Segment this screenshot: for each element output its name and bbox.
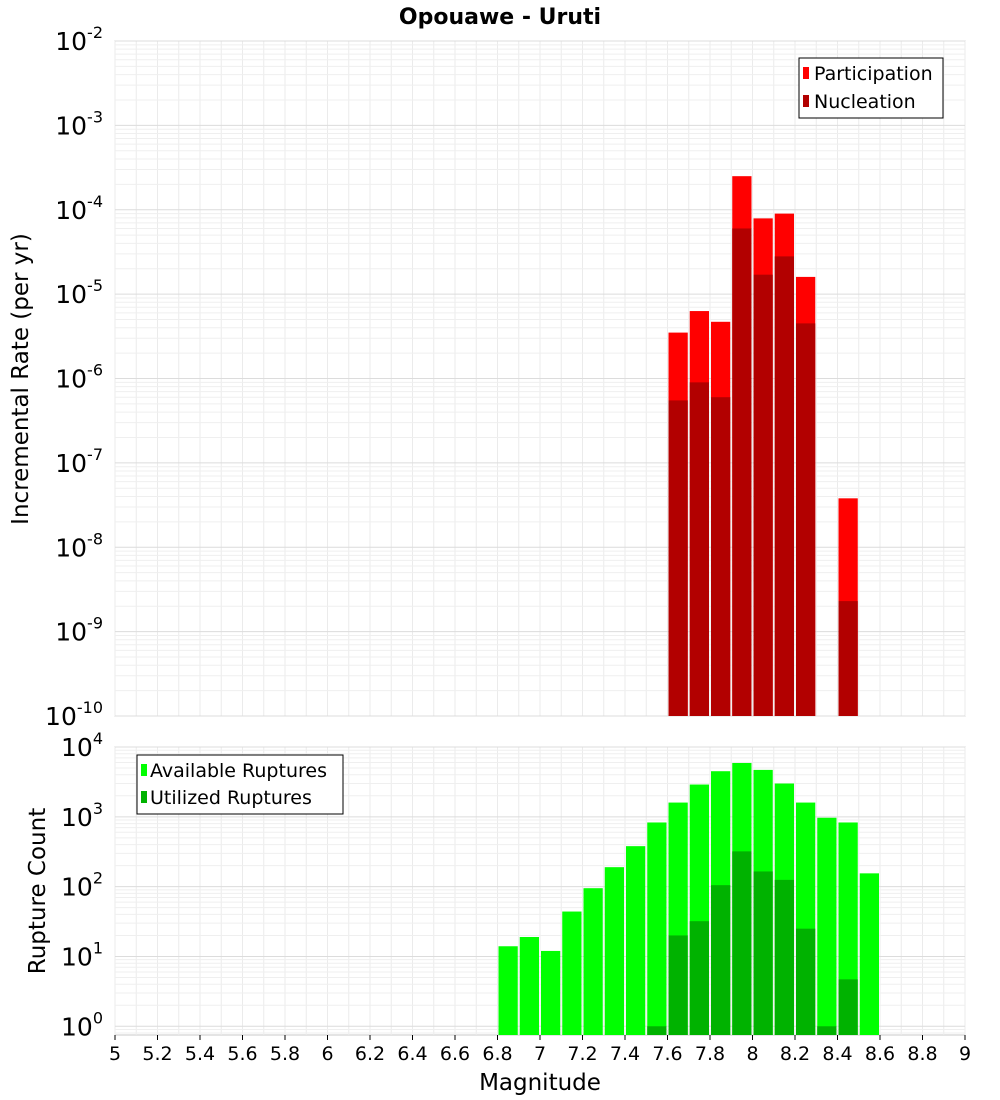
count-bar-available-ruptures <box>498 946 518 1035</box>
x-tick-label: 5.4 <box>185 1043 215 1065</box>
rate-y-tick-label: 10-7 <box>55 445 103 478</box>
x-tick-label: 6 <box>321 1043 333 1065</box>
count-bar-utilized-ruptures <box>817 1026 837 1035</box>
x-tick-label: 7.2 <box>567 1043 597 1065</box>
x-tick-label: 6.6 <box>440 1043 470 1065</box>
x-tick-label: 7.8 <box>695 1043 725 1065</box>
rate-y-tick-label: 10-3 <box>55 107 103 140</box>
rate-y-tick-label: 10-9 <box>55 614 103 647</box>
count-bar-utilized-ruptures <box>753 871 773 1035</box>
x-axis-label: Magnitude <box>479 1070 601 1096</box>
rate-y-tick-label: 10-10 <box>45 698 103 731</box>
count-y-tick-label: 102 <box>61 869 103 902</box>
count-bar-utilized-ruptures <box>689 921 709 1035</box>
rate-bar-nucleation <box>689 382 709 716</box>
rate-y-axis-label: Incremental Rate (per yr) <box>8 233 34 525</box>
rate-y-tick-label: 10-8 <box>55 529 103 562</box>
participation-legend-label: Participation <box>814 63 933 85</box>
magnitude-x-ticks: 5 5.2 5.4 5.6 5.8 6 6.2 6.4 6.6 6.8 7 7.2 7.4 7.6 7.8 8… <box>109 1035 971 1065</box>
available-legend-label: Available Ruptures <box>150 760 327 782</box>
rate-legend-box <box>798 57 944 119</box>
rate-y-tick-label: 10-6 <box>55 361 103 394</box>
count-bar-utilized-ruptures <box>732 851 752 1035</box>
count-bar-available-ruptures <box>562 911 582 1035</box>
nucleation-legend-label: Nucleation <box>814 91 916 113</box>
count-y-ticks: 100 101 102 103 104 <box>61 729 103 1041</box>
count-bar-utilized-ruptures <box>774 879 794 1035</box>
rate-bar-nucleation <box>774 256 794 716</box>
x-tick-label: 6.8 <box>482 1043 512 1065</box>
nucleation-legend-swatch <box>803 95 809 107</box>
rate-bar-nucleation <box>711 397 731 716</box>
rate-legend: Participation Nucleation <box>798 57 944 119</box>
x-tick-label: 8.4 <box>822 1043 852 1065</box>
count-bar-utilized-ruptures <box>647 1026 667 1035</box>
count-bar-available-ruptures <box>604 867 624 1035</box>
count-legend-box <box>136 754 344 815</box>
rate-y-tick-label: 10-4 <box>55 192 103 225</box>
rate-bar-nucleation <box>753 274 773 716</box>
count-y-tick-label: 101 <box>61 938 103 971</box>
chart-title: Opouawe - Uruti <box>399 5 601 30</box>
x-tick-label: 7 <box>534 1043 546 1065</box>
count-bar-available-ruptures <box>519 936 539 1035</box>
rate-y-tick-label: 10-5 <box>55 276 103 309</box>
x-tick-label: 5.2 <box>142 1043 172 1065</box>
count-y-tick-label: 103 <box>61 799 103 832</box>
x-tick-label: 9 <box>959 1043 971 1065</box>
rate-bar-nucleation <box>796 323 816 716</box>
x-tick-label: 6.2 <box>355 1043 385 1065</box>
count-y-tick-label: 104 <box>61 729 103 762</box>
x-tick-label: 5.8 <box>270 1043 300 1065</box>
count-bars <box>498 762 879 1035</box>
count-bar-utilized-ruptures <box>711 885 731 1035</box>
rate-bars <box>668 176 858 717</box>
count-legend: Available Ruptures Utilized Ruptures <box>136 754 344 815</box>
count-bar-available-ruptures <box>859 873 879 1035</box>
rate-panel: 10-10 10-9 10-8 10-7 10-6 10-5 10-4 10-3 10-2 In… <box>8 23 966 731</box>
count-bar-available-ruptures <box>626 846 646 1035</box>
rate-bar-nucleation <box>838 601 858 716</box>
x-tick-label: 8.6 <box>865 1043 895 1065</box>
x-tick-label: 8.2 <box>780 1043 810 1065</box>
count-bar-available-ruptures <box>647 822 667 1035</box>
x-tick-label: 6.4 <box>397 1043 427 1065</box>
x-tick-label: 8.8 <box>907 1043 937 1065</box>
x-tick-label: 5 <box>109 1043 121 1065</box>
x-tick-label: 8 <box>746 1043 758 1065</box>
rate-bar-nucleation <box>668 400 688 716</box>
rate-grid <box>114 40 966 717</box>
rate-y-ticks: 10-10 10-9 10-8 10-7 10-6 10-5 10-4 10-3 10-2 <box>45 23 103 731</box>
count-y-axis-label: Rupture Count <box>25 808 51 974</box>
count-panel: 100 101 102 103 104 5 5.2 5.4 5.6 5.8 6 6.2 6.4 6.6 6… <box>25 729 971 1096</box>
rate-bar-nucleation <box>732 228 752 716</box>
count-bar-utilized-ruptures <box>668 935 688 1035</box>
count-bar-available-ruptures <box>541 950 561 1035</box>
count-y-tick-label: 100 <box>61 1008 103 1041</box>
x-tick-label: 7.4 <box>610 1043 640 1065</box>
available-legend-swatch <box>141 764 147 776</box>
participation-legend-swatch <box>803 67 809 79</box>
count-bar-utilized-ruptures <box>838 979 858 1035</box>
utilized-legend-label: Utilized Ruptures <box>150 787 312 809</box>
count-bar-available-ruptures <box>583 888 603 1035</box>
x-tick-label: 7.6 <box>652 1043 682 1065</box>
count-bar-utilized-ruptures <box>796 928 816 1035</box>
rate-y-tick-label: 10-2 <box>55 23 103 56</box>
utilized-legend-swatch <box>141 791 147 803</box>
count-bar-available-ruptures <box>817 817 837 1035</box>
x-tick-label: 5.6 <box>227 1043 257 1065</box>
